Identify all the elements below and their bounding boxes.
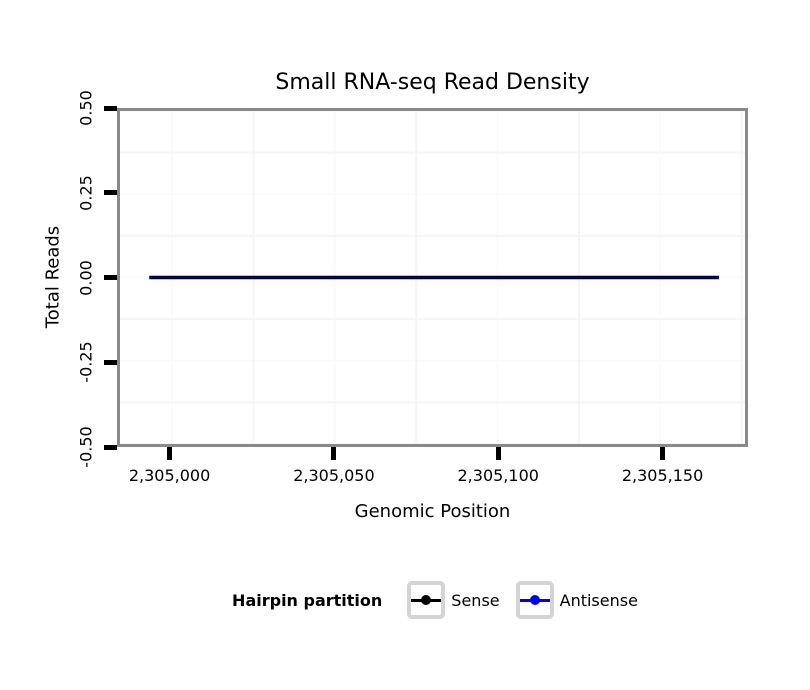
y-axis-tick	[104, 105, 117, 111]
chart-title: Small RNA-seq Read Density	[275, 70, 590, 95]
legend-title: Hairpin partition	[232, 590, 383, 610]
plot-panel	[117, 108, 748, 447]
y-axis-tick-label: 0.50	[76, 90, 96, 126]
legend-label-sense: Sense	[451, 590, 500, 610]
y-axis-tick-label: 0.25	[76, 174, 96, 211]
x-axis-tick-label: 2,305,050	[293, 466, 375, 485]
legend-label-antisense: Antisense	[559, 590, 638, 610]
x-axis-tick-label: 2,305,150	[621, 466, 704, 485]
legend-key-sense	[407, 581, 446, 619]
point-glyph-icon	[421, 595, 432, 605]
y-axis-tick-label: -0.25	[76, 341, 96, 383]
y-axis-tick	[104, 444, 117, 450]
legend-key-antisense	[515, 581, 554, 619]
x-axis-tick-label: 2,305,100	[457, 466, 539, 485]
x-axis-tick	[167, 447, 173, 460]
legend: Hairpin partition Sense Antisense	[35, 580, 810, 620]
y-axis-tick	[104, 275, 117, 280]
y-axis-tick	[104, 359, 117, 365]
x-axis-tick	[660, 447, 666, 460]
x-axis-title: Genomic Position	[354, 501, 511, 522]
x-axis-tick-label: 2,305,000	[128, 466, 211, 485]
plot-area-svg	[120, 111, 745, 444]
y-axis-title: Total Reads	[42, 225, 64, 329]
point-glyph-icon	[529, 595, 540, 605]
y-axis-tick	[104, 190, 117, 196]
x-axis-tick	[495, 447, 501, 460]
y-axis-tick-label: -0.50	[76, 426, 96, 468]
x-axis-tick	[331, 447, 337, 460]
y-axis-tick-label: 0.00	[76, 259, 96, 296]
